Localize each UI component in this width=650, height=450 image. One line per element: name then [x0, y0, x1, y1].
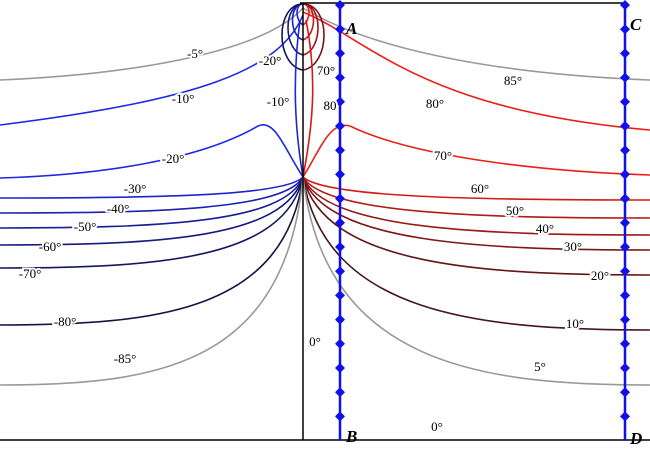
marker: [335, 242, 345, 252]
point-label: B: [345, 427, 357, 446]
contour-label: -20°: [162, 151, 185, 166]
contour-line: [0, 14, 304, 126]
marker: [335, 96, 345, 107]
marker: [335, 72, 345, 83]
contour-label: -30°: [124, 181, 147, 196]
contour-line: [0, 7, 304, 81]
marker: [620, 24, 630, 35]
marker: [620, 121, 630, 131]
contour-line: [302, 176, 650, 386]
marker: [620, 0, 630, 10]
marker: [620, 314, 630, 325]
contours: [0, 3, 650, 386]
contour-line: [0, 176, 304, 326]
contour-label: 70°: [434, 148, 452, 163]
contour-label: -60°: [39, 239, 62, 254]
contour-label: -20°: [259, 53, 282, 68]
marker: [335, 363, 345, 373]
contour-label: 70°: [317, 63, 335, 78]
contour-label: 80°: [426, 96, 444, 111]
marker: [620, 290, 630, 301]
marker: [335, 145, 345, 156]
contour-label: -5°: [187, 46, 203, 61]
contour-line: [302, 176, 650, 331]
contour-line: [302, 176, 650, 251]
labels: -5° -10° -20° -30° -40° -50° -60° -70° -80° -85° 8…: [17, 15, 643, 448]
contour-label: 5°: [534, 359, 546, 374]
contour-label: -80°: [54, 314, 77, 329]
contour-line: [302, 176, 650, 201]
inner-line: [302, 19, 314, 178]
contour-label: -40°: [107, 201, 130, 216]
point-label: A: [345, 19, 357, 38]
marker: [335, 24, 345, 35]
point-label: C: [630, 15, 642, 34]
contour-label: 50°: [506, 203, 524, 218]
marker: [335, 266, 345, 277]
marker: [335, 338, 345, 349]
marker: [335, 387, 345, 398]
contour-line: [0, 176, 304, 246]
contour-line: [0, 176, 304, 199]
marker: [620, 96, 630, 107]
contour-line: [0, 176, 304, 214]
contour-line: [302, 176, 650, 236]
marker: [620, 411, 630, 422]
marker: [620, 169, 630, 180]
contour-label: -70°: [19, 266, 42, 281]
contour-line: [0, 176, 304, 229]
marker: [620, 48, 630, 59]
contour-line: [302, 124, 650, 178]
marker: [620, 193, 630, 204]
contour-line: [0, 123, 304, 179]
contour-label: -50°: [74, 219, 97, 234]
marker: [620, 363, 630, 373]
marker: [335, 411, 345, 422]
marker: [335, 193, 345, 204]
contour-label: -10°: [267, 94, 290, 109]
contour-label: -10°: [172, 91, 195, 106]
inner-loop: [302, 3, 325, 71]
contour-line: [302, 7, 650, 81]
contour-line: [302, 176, 650, 276]
marker: [620, 145, 630, 156]
marker: [335, 169, 345, 180]
zero-label: 0°: [431, 419, 443, 434]
contour-label: 85°: [504, 73, 522, 88]
marker: [620, 72, 630, 83]
contour-line: [302, 176, 650, 219]
markers: [335, 0, 630, 422]
zero-label: 0°: [309, 334, 321, 349]
contour-label: 80: [324, 98, 337, 113]
contour-label: 10°: [566, 316, 584, 331]
marker: [620, 338, 630, 349]
contour-label: 20°: [591, 268, 609, 283]
contour-label: 30°: [564, 239, 582, 254]
contour-label: 60°: [471, 181, 489, 196]
marker: [335, 0, 345, 10]
marker: [620, 217, 630, 228]
contour-line: [0, 176, 304, 269]
marker: [335, 217, 345, 228]
marker: [620, 387, 630, 398]
marker: [335, 121, 345, 131]
contour-line: [302, 11, 650, 131]
contour-line: [0, 176, 304, 386]
contour-label: -85°: [114, 351, 137, 366]
marker: [335, 290, 345, 301]
marker: [620, 242, 630, 252]
point-label: D: [629, 429, 642, 448]
marker: [620, 266, 630, 277]
marker: [335, 314, 345, 325]
contour-label: 40°: [536, 221, 554, 236]
marker: [335, 48, 345, 59]
inner-line: [294, 19, 304, 178]
